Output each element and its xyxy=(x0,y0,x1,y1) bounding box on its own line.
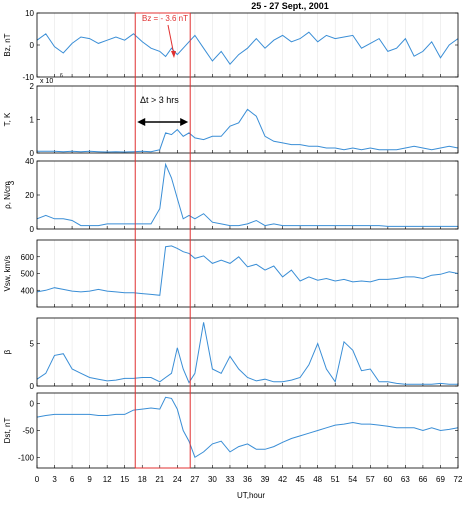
y-axis-label: Vsw, km/s xyxy=(3,255,12,291)
x-tick-label: 69 xyxy=(436,475,445,484)
x-tick-label: 63 xyxy=(401,475,410,484)
x-tick-label: 54 xyxy=(348,475,357,484)
x-tick-label: 27 xyxy=(190,475,199,484)
x-tick-label: 30 xyxy=(208,475,217,484)
y-tick-label: 0 xyxy=(30,225,35,234)
series-line xyxy=(36,245,459,296)
y-axis-label: T, K xyxy=(3,112,12,126)
x-tick-label: 33 xyxy=(226,475,235,484)
x-tick-label: 45 xyxy=(296,475,305,484)
y-tick-label: 0 xyxy=(30,149,35,158)
y-tick-label: -100 xyxy=(18,453,35,462)
x-tick-label: 24 xyxy=(173,475,182,484)
panel-3: 400 500 600 Vsw, km/s xyxy=(3,239,459,308)
bz-annotation: Bz = - 3.6 nT xyxy=(142,14,188,23)
x-tick-label: 36 xyxy=(243,475,252,484)
series-line xyxy=(36,31,459,66)
y-tick-label: 600 xyxy=(21,253,35,262)
y-tick-label: -10 xyxy=(22,73,34,82)
y-axis-label: ρ, N/cm xyxy=(3,181,12,209)
x-tick-label: 72 xyxy=(454,475,463,484)
panel-0: -10 0 10 Bz, nT xyxy=(3,9,459,82)
panel-frame xyxy=(36,12,459,78)
panel-frame xyxy=(36,160,459,230)
panel-frame xyxy=(36,85,459,154)
x-tick-label: 18 xyxy=(138,475,147,484)
y-axis-label: Dst, nT xyxy=(3,417,12,443)
panel-frame xyxy=(36,392,459,469)
y-tick-label: 1 xyxy=(30,116,35,125)
x-tick-label: 6 xyxy=(70,475,75,484)
panel-2: 0 20 40 ρ, N/cm3 xyxy=(3,157,459,234)
y-tick-label: 0 xyxy=(30,400,35,409)
series-line xyxy=(37,108,459,153)
bz-arrow xyxy=(167,24,175,56)
x-tick-label: 42 xyxy=(278,475,287,484)
panel-frame xyxy=(36,239,459,308)
x-tick-label: 60 xyxy=(383,475,392,484)
x-tick-label: 48 xyxy=(313,475,322,484)
y-axis-label: β xyxy=(3,349,12,354)
y-tick-label: 0 xyxy=(30,41,35,50)
x-tick-label: 3 xyxy=(52,475,57,484)
dt-annotation: Δt > 3 hrs xyxy=(140,95,179,105)
y-tick-label: 2 xyxy=(30,82,35,91)
y-tick-label: 5 xyxy=(30,340,35,349)
y-tick-label: 0 xyxy=(30,382,35,391)
dt-arrow-head-right xyxy=(180,118,189,126)
y-tick-label: -50 xyxy=(22,427,34,436)
t-scale-label: x 10 xyxy=(40,78,53,85)
x-tick-label: 15 xyxy=(120,475,129,484)
x-tick-label: 51 xyxy=(331,475,340,484)
x-tick-label: 39 xyxy=(261,475,270,484)
y-axis-label-superscript: 3 xyxy=(7,180,16,185)
x-axis-label: UT,hour xyxy=(237,491,265,500)
t-scale-exponent: 6 xyxy=(60,73,63,79)
x-tick-label: 21 xyxy=(155,475,164,484)
y-axis-label: Bz, nT xyxy=(3,33,12,56)
series-line xyxy=(36,322,458,385)
dt-arrow-head-left xyxy=(137,118,146,126)
x-tick-label: 66 xyxy=(418,475,427,484)
chart-title: 25 - 27 Sept., 2001 xyxy=(251,1,329,11)
x-tick-label: 9 xyxy=(87,475,92,484)
series-line xyxy=(36,162,458,227)
x-tick-label: 12 xyxy=(103,475,112,484)
y-tick-label: 20 xyxy=(25,191,34,200)
panel-frame xyxy=(36,317,459,387)
x-tick-label: 57 xyxy=(366,475,375,484)
x-tick-label: 0 xyxy=(35,475,40,484)
bz-arrow-head xyxy=(171,51,176,58)
y-tick-label: 400 xyxy=(21,286,35,295)
panel-1: 0 1 2 T, K xyxy=(3,82,459,158)
y-tick-label: 10 xyxy=(25,9,34,18)
panel-5: -100 -50 0 Dst, nT xyxy=(3,392,459,469)
y-tick-label: 500 xyxy=(21,270,35,279)
series-line xyxy=(36,396,459,459)
panel-4: 0 5 β xyxy=(3,317,459,391)
y-tick-label: 40 xyxy=(25,157,34,166)
